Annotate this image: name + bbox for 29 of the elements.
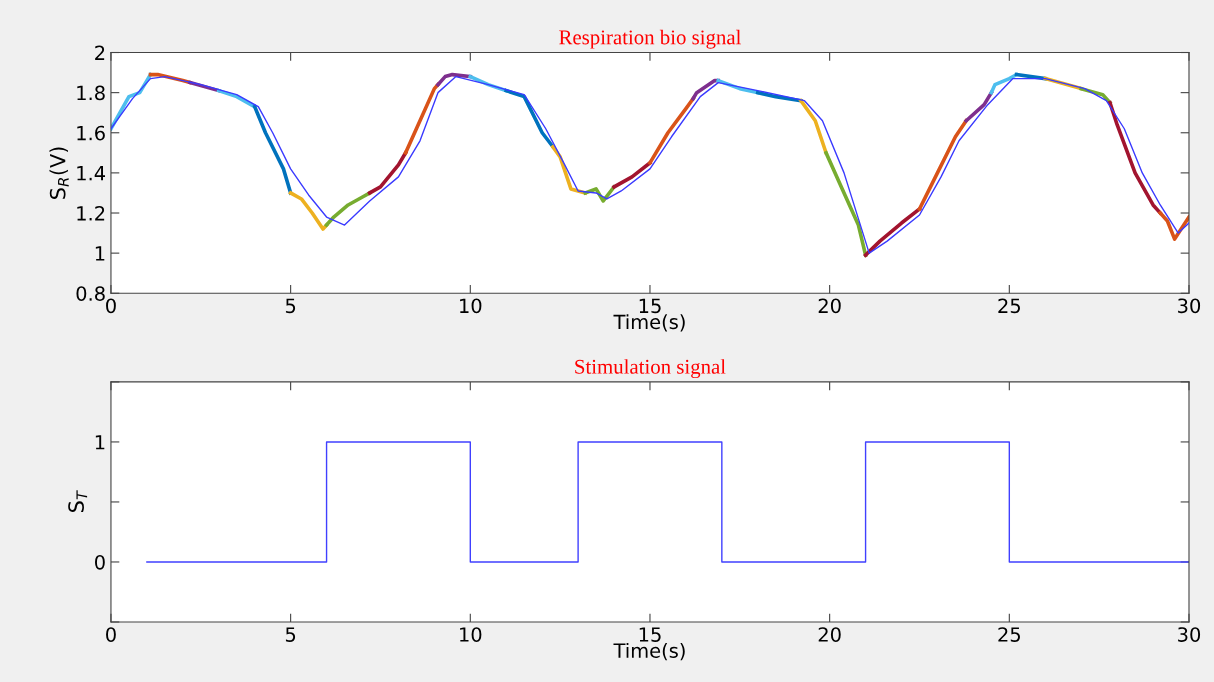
x-tick-label: 30	[1178, 298, 1201, 314]
y-tick-label: 0.8	[76, 286, 105, 301]
y-axis-title: S$_{R}$(V)	[49, 147, 69, 199]
x-tick-label: 10	[460, 627, 482, 642]
y-tick-label: 1	[95, 246, 105, 261]
y-tick-label: 1	[95, 435, 105, 450]
y-tick-label: 0	[95, 554, 105, 570]
y-tick-label: 1.2	[77, 205, 105, 221]
chart-title: Respiration bio signal	[559, 29, 741, 49]
x-tick-label: 5	[285, 298, 296, 314]
x-tick-label: 20	[818, 627, 841, 642]
x-tick-label: 0	[106, 298, 116, 314]
x-tick-label: 5	[285, 627, 296, 642]
y-tick-label: 1.6	[77, 125, 105, 141]
y-tick-label: 1.8	[77, 85, 105, 101]
x-tick-label: 15	[639, 298, 661, 314]
x-tick-label: 15	[639, 627, 661, 642]
x-tick-label: 25	[998, 627, 1020, 642]
y-tick-label: 1.4	[77, 166, 106, 181]
y-tick-label: 2	[95, 45, 105, 60]
x-axis-title: Time(s)	[613, 642, 685, 661]
x-tick-label: 10	[460, 298, 482, 314]
x-tick-label: 0	[106, 627, 116, 642]
x-tick-label: 20	[818, 298, 841, 314]
y-axis-title: S$_{T}$	[68, 490, 88, 513]
x-tick-label: 30	[1178, 627, 1201, 642]
x-axis-title: Time(s)	[613, 314, 685, 332]
chart-title: Stimulation signal	[575, 359, 726, 379]
x-tick-label: 25	[998, 298, 1020, 314]
